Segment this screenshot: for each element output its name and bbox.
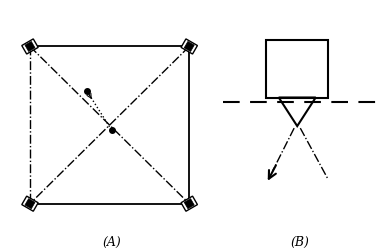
Polygon shape (181, 39, 198, 54)
Polygon shape (181, 196, 198, 211)
Text: (B): (B) (291, 236, 310, 249)
Bar (266, 40, 328, 98)
Polygon shape (184, 41, 194, 52)
Polygon shape (22, 196, 38, 211)
Polygon shape (184, 199, 194, 209)
Polygon shape (25, 41, 35, 52)
Polygon shape (25, 199, 35, 209)
Polygon shape (22, 39, 38, 54)
Text: (A): (A) (102, 236, 121, 249)
